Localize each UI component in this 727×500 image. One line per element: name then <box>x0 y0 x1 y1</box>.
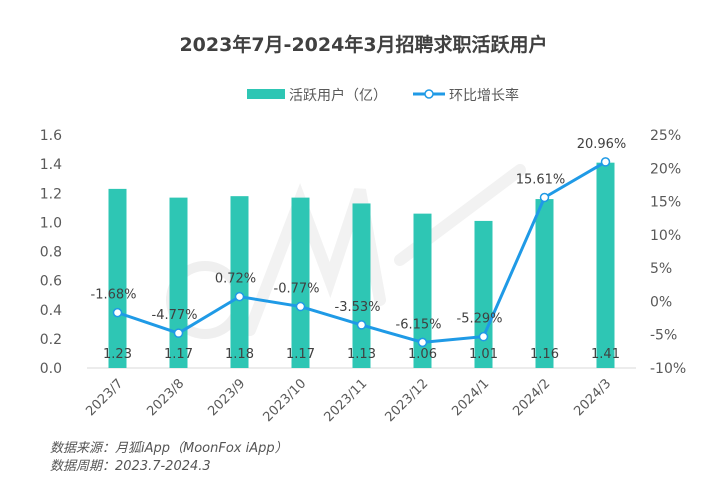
line-data-label: -3.53% <box>335 300 381 315</box>
line-data-label: -5.29% <box>457 312 503 327</box>
x-tick-label: 2023/7 <box>83 376 126 419</box>
line-data-label: 15.61% <box>516 173 566 188</box>
bar <box>596 162 615 368</box>
left-tick-label: 0.0 <box>40 361 62 377</box>
bar <box>474 220 493 368</box>
source-line: 数据来源：月狐iApp（MoonFox iApp） <box>50 441 288 456</box>
legend-bar-label: 活跃用户（亿） <box>289 87 387 104</box>
line-point <box>173 328 184 338</box>
x-tick-label: 2023/10 <box>261 376 310 425</box>
line-point <box>234 291 245 302</box>
x-tick-label: 2023/8 <box>144 376 187 419</box>
right-tick-label: 15% <box>650 195 681 211</box>
bar <box>230 196 249 368</box>
left-tick-label: 0.6 <box>40 274 62 290</box>
legend-bar-swatch <box>247 89 285 99</box>
right-tick-label: 5% <box>650 261 672 277</box>
bar <box>169 197 188 368</box>
line-point <box>478 331 489 342</box>
period-line: 数据周期：2023.7-2024.3 <box>50 459 211 474</box>
left-tick-label: 0.4 <box>40 303 62 319</box>
x-tick-label: 2024/2 <box>510 376 553 419</box>
x-tick-label: 2023/11 <box>322 376 371 425</box>
right-tick-label: 20% <box>650 161 681 177</box>
x-tick-label: 2023/12 <box>383 376 432 425</box>
right-tick-label: 10% <box>650 228 681 244</box>
bar <box>352 203 371 368</box>
bar-data-label: 1.17 <box>164 347 193 362</box>
x-tick-label: 2023/9 <box>205 376 248 419</box>
line-point <box>539 192 550 203</box>
legend-line-label: 环比增长率 <box>449 87 519 104</box>
right-tick-label: 25% <box>650 128 681 144</box>
bar-data-label: 1.17 <box>286 347 315 362</box>
bar-data-label: 1.41 <box>591 347 620 362</box>
line-data-label: 20.96% <box>577 137 627 152</box>
x-tick-label: 2024/1 <box>449 376 492 419</box>
left-tick-label: 0.8 <box>40 245 62 261</box>
line-point <box>356 320 367 330</box>
left-tick-label: 1.6 <box>40 128 62 144</box>
left-tick-label: 1.4 <box>40 157 62 173</box>
line-data-label: -4.77% <box>152 308 198 323</box>
right-tick-label: -5% <box>650 328 677 344</box>
bar-data-label: 1.01 <box>469 347 498 362</box>
line-point <box>417 337 428 348</box>
legend-line-marker <box>424 89 434 99</box>
line-data-label: -6.15% <box>396 317 442 332</box>
right-tick-label: -10% <box>650 361 686 377</box>
bar-data-label: 1.13 <box>347 347 376 362</box>
left-tick-label: 1.2 <box>40 186 62 202</box>
line-data-label: -1.68% <box>91 288 137 303</box>
bar <box>413 213 432 368</box>
line-data-label: 0.72% <box>215 272 256 287</box>
left-tick-label: 0.2 <box>40 332 62 348</box>
bar-data-label: 1.06 <box>408 347 437 362</box>
left-tick-label: 1.0 <box>40 215 62 231</box>
bar-data-label: 1.18 <box>225 347 254 362</box>
x-tick-label: 2024/3 <box>571 376 614 419</box>
line-point <box>600 157 611 167</box>
chart-title: 2023年7月-2024年3月招聘求职活跃用户 <box>179 34 548 56</box>
right-tick-label: 0% <box>650 294 672 310</box>
bar <box>291 197 310 368</box>
bar-data-label: 1.23 <box>103 347 132 362</box>
bar-data-label: 1.16 <box>530 347 559 362</box>
line-point <box>112 307 123 318</box>
line-data-label: -0.77% <box>274 282 320 297</box>
bar <box>535 199 554 368</box>
bar <box>108 188 127 368</box>
line-point <box>295 301 306 312</box>
source-note: 数据来源：月狐iApp（MoonFox iApp） 数据周期：2023.7-20… <box>50 440 288 476</box>
